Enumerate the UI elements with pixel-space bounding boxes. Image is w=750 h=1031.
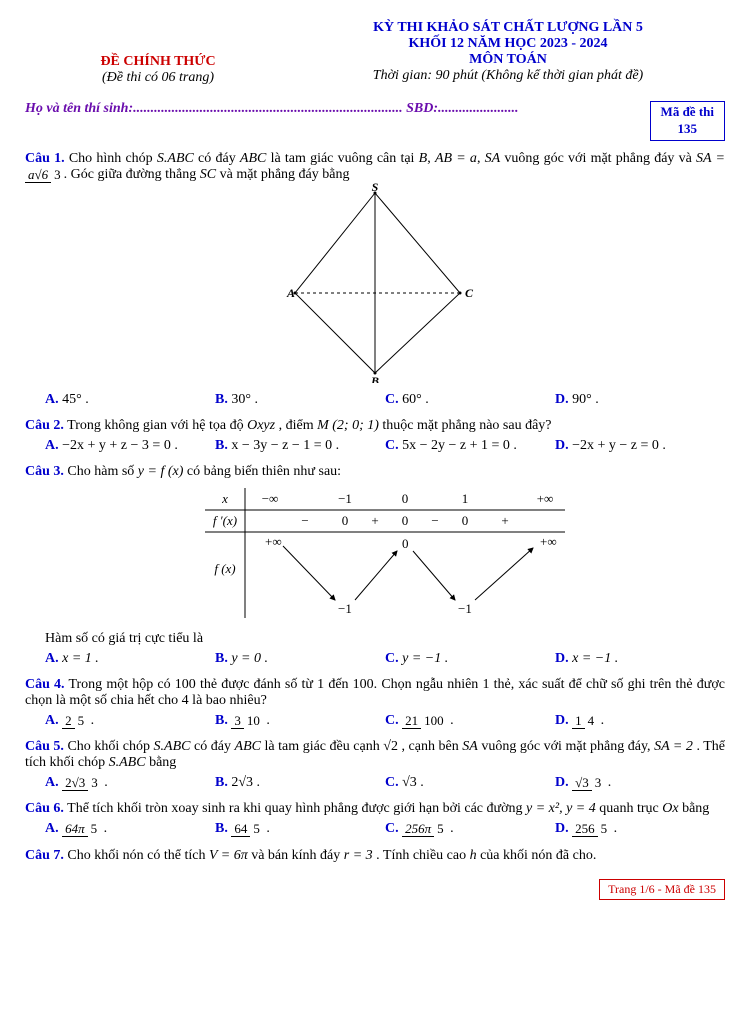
- question-7: Câu 7. Cho khối nón có thể tích V = 6π v…: [25, 848, 725, 864]
- svg-text:x: x: [221, 491, 228, 506]
- candidate-line: Họ và tên thí sinh:.....................…: [25, 101, 725, 117]
- official-label: ĐỀ CHÍNH THỨC: [25, 54, 291, 70]
- code-value: 135: [678, 121, 698, 136]
- svg-text:0: 0: [342, 513, 349, 528]
- question-1: Câu 1. Cho hình chóp S.ABC có đáy ABC là…: [25, 151, 725, 183]
- question-5: Câu 5. Cho khối chóp S.ABC có đáy ABC là…: [25, 739, 725, 771]
- exam-code-box: Mã đề thi 135: [650, 101, 725, 141]
- svg-text:−1: −1: [338, 601, 352, 616]
- svg-text:−1: −1: [338, 491, 352, 506]
- exam-title-1: KỲ THI KHẢO SÁT CHẤT LƯỢNG LẦN 5: [291, 20, 725, 36]
- q5-label: Câu 5.: [25, 739, 64, 754]
- svg-text:−: −: [431, 513, 438, 528]
- q1-fraction: a√63: [25, 167, 64, 183]
- q4-options: A. 25 . B. 310 . C. 21100 . D. 14 .: [45, 713, 725, 729]
- code-label: Mã đề thi: [661, 104, 714, 119]
- question-4: Câu 4. Trong một hộp có 100 thẻ được đán…: [25, 677, 725, 709]
- question-6: Câu 6. Thể tích khối tròn xoay sinh ra k…: [25, 801, 725, 817]
- svg-text:0: 0: [462, 513, 469, 528]
- q2-options: A. −2x + y + z − 3 = 0 . B. x − 3y − z −…: [45, 438, 725, 454]
- svg-text:−: −: [301, 513, 308, 528]
- q2-label: Câu 2.: [25, 418, 64, 433]
- candidate-label: Họ và tên thí sinh:: [25, 101, 133, 116]
- q4-label: Câu 4.: [25, 677, 65, 692]
- q1-label: Câu 1.: [25, 151, 65, 166]
- question-2: Câu 2. Trong không gian với hệ tọa độ Ox…: [25, 418, 725, 434]
- svg-text:+∞: +∞: [540, 534, 557, 549]
- q6-label: Câu 6.: [25, 801, 64, 816]
- q5-options: A. 2√33 . B. 2√3 . C. √3 . D. √33 .: [45, 775, 725, 791]
- q3-tail: Hàm số có giá trị cực tiểu là: [45, 631, 725, 647]
- svg-text:0: 0: [402, 491, 409, 506]
- q1-figure: S A C B: [25, 183, 725, 388]
- sbd-label: SBD:: [406, 101, 438, 116]
- svg-text:+∞: +∞: [265, 534, 282, 549]
- q6-options: A. 64π5 . B. 645 . C. 256π5 . D. 2565 .: [45, 821, 725, 837]
- svg-text:0: 0: [402, 513, 409, 528]
- pages: (Đề thi có 06 trang): [25, 70, 291, 86]
- time: Thời gian: 90 phút (Không kể thời gian p…: [291, 68, 725, 84]
- svg-text:−1: −1: [458, 601, 472, 616]
- header: ĐỀ CHÍNH THỨC (Đề thi có 06 trang) KỲ TH…: [25, 20, 725, 86]
- svg-text:f ′(x): f ′(x): [213, 513, 237, 528]
- svg-text:+∞: +∞: [537, 491, 554, 506]
- svg-text:+: +: [501, 513, 508, 528]
- svg-text:B: B: [370, 374, 379, 383]
- svg-text:+: +: [371, 513, 378, 528]
- svg-text:C: C: [465, 286, 474, 300]
- q7-label: Câu 7.: [25, 848, 64, 863]
- question-3: Câu 3. Cho hàm số y = f (x) có bảng biến…: [25, 464, 725, 480]
- variation-table: x f ′(x) f (x) −∞ −1 0 1 +∞ − 0 + 0 − 0 …: [205, 488, 545, 623]
- svg-text:1: 1: [462, 491, 469, 506]
- q3-label: Câu 3.: [25, 464, 64, 479]
- exam-title-2: KHỐI 12 NĂM HỌC 2023 - 2024: [291, 36, 725, 52]
- q3-options: A. x = 1 . B. y = 0 . C. y = −1 . D. x =…: [45, 651, 725, 667]
- svg-text:f (x): f (x): [214, 561, 235, 576]
- q1-options: A. 45° . B. 30° . C. 60° . D. 90° .: [45, 392, 725, 408]
- page-footer: Trang 1/6 - Mã đề 135: [599, 879, 725, 900]
- subject: MÔN TOÁN: [291, 52, 725, 68]
- svg-text:0: 0: [402, 536, 409, 551]
- svg-text:−∞: −∞: [262, 491, 279, 506]
